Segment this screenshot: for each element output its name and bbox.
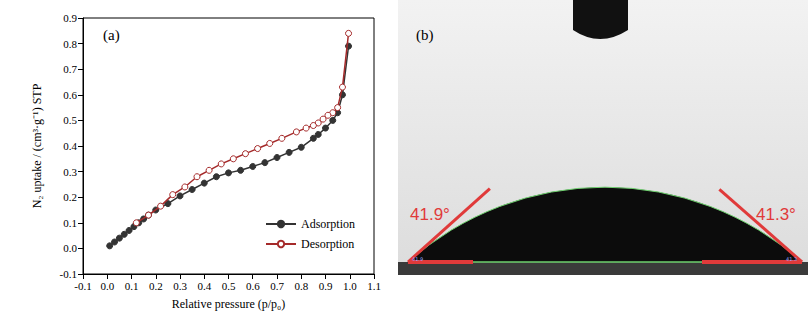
svg-text:1.1: 1.1	[367, 280, 381, 292]
svg-text:N₂ uptake / (cm³·g⁻¹) STP: N₂ uptake / (cm³·g⁻¹) STP	[30, 83, 44, 208]
svg-text:0.2: 0.2	[149, 280, 163, 292]
svg-text:0.5: 0.5	[63, 114, 77, 126]
svg-text:0.4: 0.4	[197, 280, 211, 292]
svg-text:0.5: 0.5	[222, 280, 236, 292]
svg-text:0.9: 0.9	[63, 12, 77, 24]
svg-text:Adsorption: Adsorption	[301, 217, 355, 231]
svg-text:0.3: 0.3	[173, 280, 187, 292]
svg-text:0.7: 0.7	[63, 63, 77, 75]
svg-text:0.7: 0.7	[270, 280, 284, 292]
svg-text:0.9: 0.9	[319, 280, 333, 292]
svg-text:0.6: 0.6	[246, 280, 260, 292]
svg-text:1.0: 1.0	[343, 280, 357, 292]
svg-text:41.3: 41.3	[786, 256, 797, 262]
svg-text:0.1: 0.1	[63, 217, 77, 229]
svg-text:0.0: 0.0	[63, 242, 77, 254]
svg-text:0.3: 0.3	[63, 166, 77, 178]
svg-text:0.4: 0.4	[63, 140, 77, 152]
svg-text:Desorption: Desorption	[301, 237, 354, 251]
svg-text:-0.1: -0.1	[74, 280, 91, 292]
svg-text:(b): (b)	[416, 27, 434, 44]
svg-text:0.6: 0.6	[63, 89, 77, 101]
svg-text:0.8: 0.8	[294, 280, 308, 292]
svg-text:Relative pressure (p/p₀): Relative pressure (p/p₀)	[172, 297, 285, 311]
svg-text:-0.1: -0.1	[60, 268, 77, 280]
svg-text:0.8: 0.8	[63, 38, 77, 50]
svg-text:0.0: 0.0	[100, 280, 114, 292]
svg-text:41.3°: 41.3°	[756, 205, 796, 224]
svg-text:0.1: 0.1	[125, 280, 139, 292]
svg-text:41.9°: 41.9°	[410, 205, 450, 224]
svg-text:41.9: 41.9	[412, 256, 423, 262]
svg-text:(a): (a)	[103, 27, 120, 44]
svg-text:0.2: 0.2	[63, 191, 77, 203]
